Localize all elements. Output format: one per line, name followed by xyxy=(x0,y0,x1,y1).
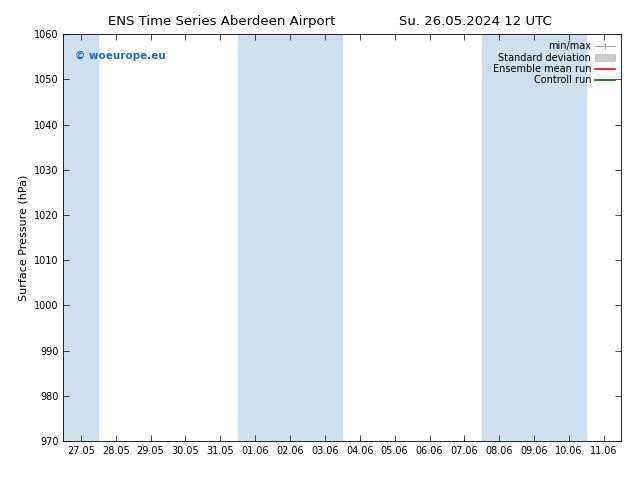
Text: ENS Time Series Aberdeen Airport: ENS Time Series Aberdeen Airport xyxy=(108,15,335,28)
Text: © woeurope.eu: © woeurope.eu xyxy=(75,50,165,61)
Text: Su. 26.05.2024 12 UTC: Su. 26.05.2024 12 UTC xyxy=(399,15,552,28)
Legend: min/max, Standard deviation, Ensemble mean run, Controll run: min/max, Standard deviation, Ensemble me… xyxy=(491,39,616,87)
Bar xyxy=(238,34,342,441)
Bar xyxy=(482,34,586,441)
Bar xyxy=(63,34,98,441)
Y-axis label: Surface Pressure (hPa): Surface Pressure (hPa) xyxy=(18,174,29,301)
